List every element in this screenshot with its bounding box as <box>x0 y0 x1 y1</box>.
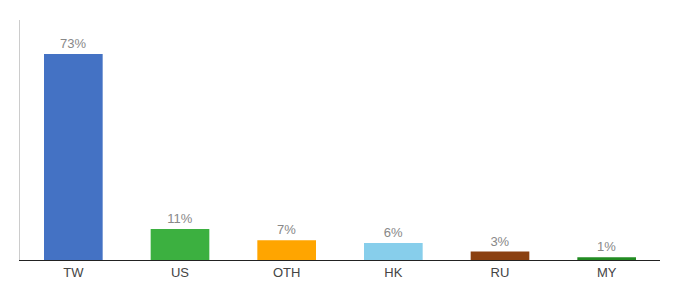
svg-text:MY: MY <box>597 265 617 280</box>
svg-text:7%: 7% <box>277 222 296 237</box>
svg-text:1%: 1% <box>597 239 616 254</box>
svg-text:TW: TW <box>63 265 84 280</box>
svg-text:HK: HK <box>384 265 402 280</box>
svg-text:RU: RU <box>491 265 510 280</box>
svg-text:OTH: OTH <box>273 265 300 280</box>
svg-text:73%: 73% <box>60 36 86 51</box>
svg-text:US: US <box>171 265 189 280</box>
svg-text:11%: 11% <box>167 211 192 226</box>
svg-text:6%: 6% <box>384 225 403 240</box>
svg-text:3%: 3% <box>490 234 509 249</box>
